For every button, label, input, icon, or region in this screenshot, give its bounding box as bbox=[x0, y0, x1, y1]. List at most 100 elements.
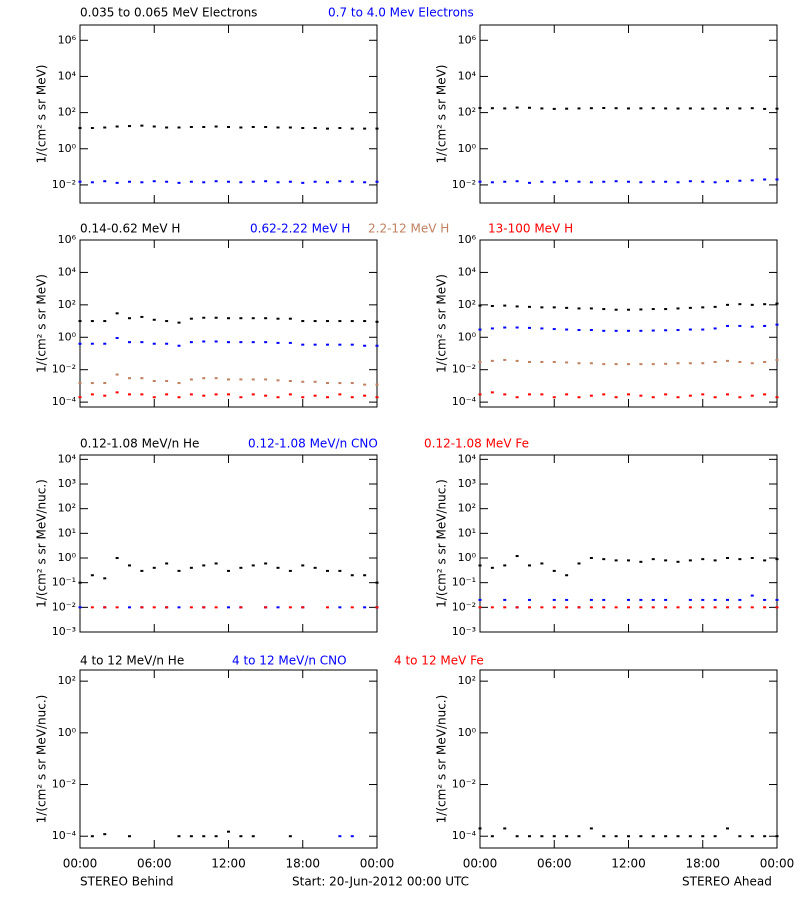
data-point bbox=[264, 317, 268, 320]
y-tick-label: 10⁶ bbox=[58, 233, 77, 246]
data-point bbox=[664, 598, 668, 601]
y-tick-label: 10⁴ bbox=[58, 265, 77, 278]
data-point bbox=[313, 320, 317, 323]
data-point bbox=[189, 317, 193, 320]
data-point bbox=[565, 574, 569, 577]
data-point bbox=[701, 393, 705, 396]
data-point bbox=[478, 304, 482, 307]
data-point bbox=[227, 393, 230, 396]
y-tick-label: 10⁰ bbox=[458, 330, 477, 343]
y-tick-label: 10⁻¹ bbox=[52, 576, 76, 589]
data-point bbox=[589, 598, 593, 601]
y-axis-label: 1/(cm² s sr MeV) bbox=[435, 274, 449, 373]
x-tick-label: 12:00 bbox=[211, 857, 246, 871]
data-point bbox=[651, 363, 655, 366]
data-point bbox=[763, 598, 767, 601]
data-point bbox=[152, 396, 156, 399]
data-point bbox=[338, 835, 342, 838]
data-point bbox=[651, 308, 655, 311]
y-tick-label: 10² bbox=[458, 674, 476, 687]
data-point bbox=[713, 598, 717, 601]
data-point bbox=[750, 394, 754, 397]
y-tick-label: 10² bbox=[58, 502, 76, 515]
data-point bbox=[713, 606, 717, 609]
data-point bbox=[528, 181, 531, 184]
data-point bbox=[763, 178, 767, 181]
data-point bbox=[152, 566, 156, 569]
y-tick-label: 10² bbox=[458, 502, 476, 515]
data-point bbox=[503, 326, 507, 329]
data-point bbox=[227, 378, 230, 381]
data-point bbox=[276, 126, 280, 129]
data-point bbox=[338, 606, 342, 609]
data-point bbox=[338, 393, 342, 396]
data-point bbox=[639, 329, 643, 332]
data-point bbox=[288, 317, 292, 320]
data-point bbox=[165, 342, 169, 345]
data-point bbox=[189, 125, 193, 128]
data-point bbox=[738, 598, 742, 601]
data-point bbox=[301, 343, 305, 346]
y-tick-label: 10⁴ bbox=[458, 452, 477, 465]
x-tick-label: 06:00 bbox=[137, 857, 172, 871]
data-point bbox=[664, 559, 668, 562]
data-point bbox=[350, 835, 354, 838]
data-point bbox=[165, 562, 169, 565]
y-tick-label: 10⁶ bbox=[458, 33, 477, 46]
y-tick-label: 10⁻² bbox=[452, 178, 476, 191]
data-point bbox=[565, 306, 569, 309]
data-point bbox=[726, 359, 729, 362]
data-point bbox=[614, 329, 618, 332]
y-axis-label: 1/(cm² s sr MeV) bbox=[35, 65, 49, 164]
data-point bbox=[90, 320, 94, 323]
data-point bbox=[78, 127, 82, 130]
data-point bbox=[750, 606, 754, 609]
data-point bbox=[651, 329, 655, 332]
y-tick-label: 10⁻⁴ bbox=[52, 395, 77, 408]
data-point bbox=[664, 606, 668, 609]
data-point bbox=[128, 606, 131, 609]
data-point bbox=[688, 107, 692, 110]
data-point bbox=[528, 305, 531, 308]
data-point bbox=[202, 125, 206, 128]
plot-frame bbox=[79, 669, 378, 849]
data-point bbox=[478, 393, 482, 396]
data-point bbox=[627, 329, 630, 332]
data-point bbox=[688, 362, 692, 365]
data-point bbox=[301, 380, 305, 383]
data-point bbox=[103, 577, 107, 580]
data-point bbox=[128, 564, 131, 567]
y-tick-label: 10³ bbox=[458, 477, 476, 490]
data-point bbox=[140, 606, 144, 609]
data-point bbox=[140, 393, 144, 396]
data-point bbox=[651, 598, 655, 601]
data-point bbox=[115, 181, 119, 184]
data-point bbox=[264, 180, 268, 183]
plot-frame bbox=[479, 239, 778, 408]
data-point bbox=[128, 377, 131, 380]
data-point bbox=[375, 606, 379, 609]
data-point bbox=[103, 180, 107, 183]
y-axis-label: 1/(cm² s sr MeV) bbox=[35, 274, 49, 373]
data-point bbox=[338, 569, 342, 572]
data-point bbox=[251, 341, 255, 344]
data-point bbox=[189, 393, 193, 396]
data-point bbox=[128, 835, 131, 838]
data-point bbox=[775, 598, 779, 601]
data-point bbox=[713, 305, 717, 308]
data-point bbox=[78, 180, 82, 183]
data-point bbox=[140, 124, 144, 127]
data-point bbox=[326, 343, 329, 346]
plot-frame bbox=[479, 669, 778, 849]
data-point bbox=[763, 393, 767, 396]
data-point bbox=[664, 362, 668, 365]
data-point bbox=[664, 107, 668, 110]
data-point bbox=[214, 180, 218, 183]
data-point bbox=[350, 180, 354, 183]
legend-label: 4 to 12 MeV/n He bbox=[80, 654, 184, 668]
data-point bbox=[177, 382, 181, 385]
data-point bbox=[313, 343, 317, 346]
y-tick-label: 10² bbox=[458, 298, 476, 311]
data-point bbox=[577, 396, 581, 399]
data-point bbox=[251, 378, 255, 381]
